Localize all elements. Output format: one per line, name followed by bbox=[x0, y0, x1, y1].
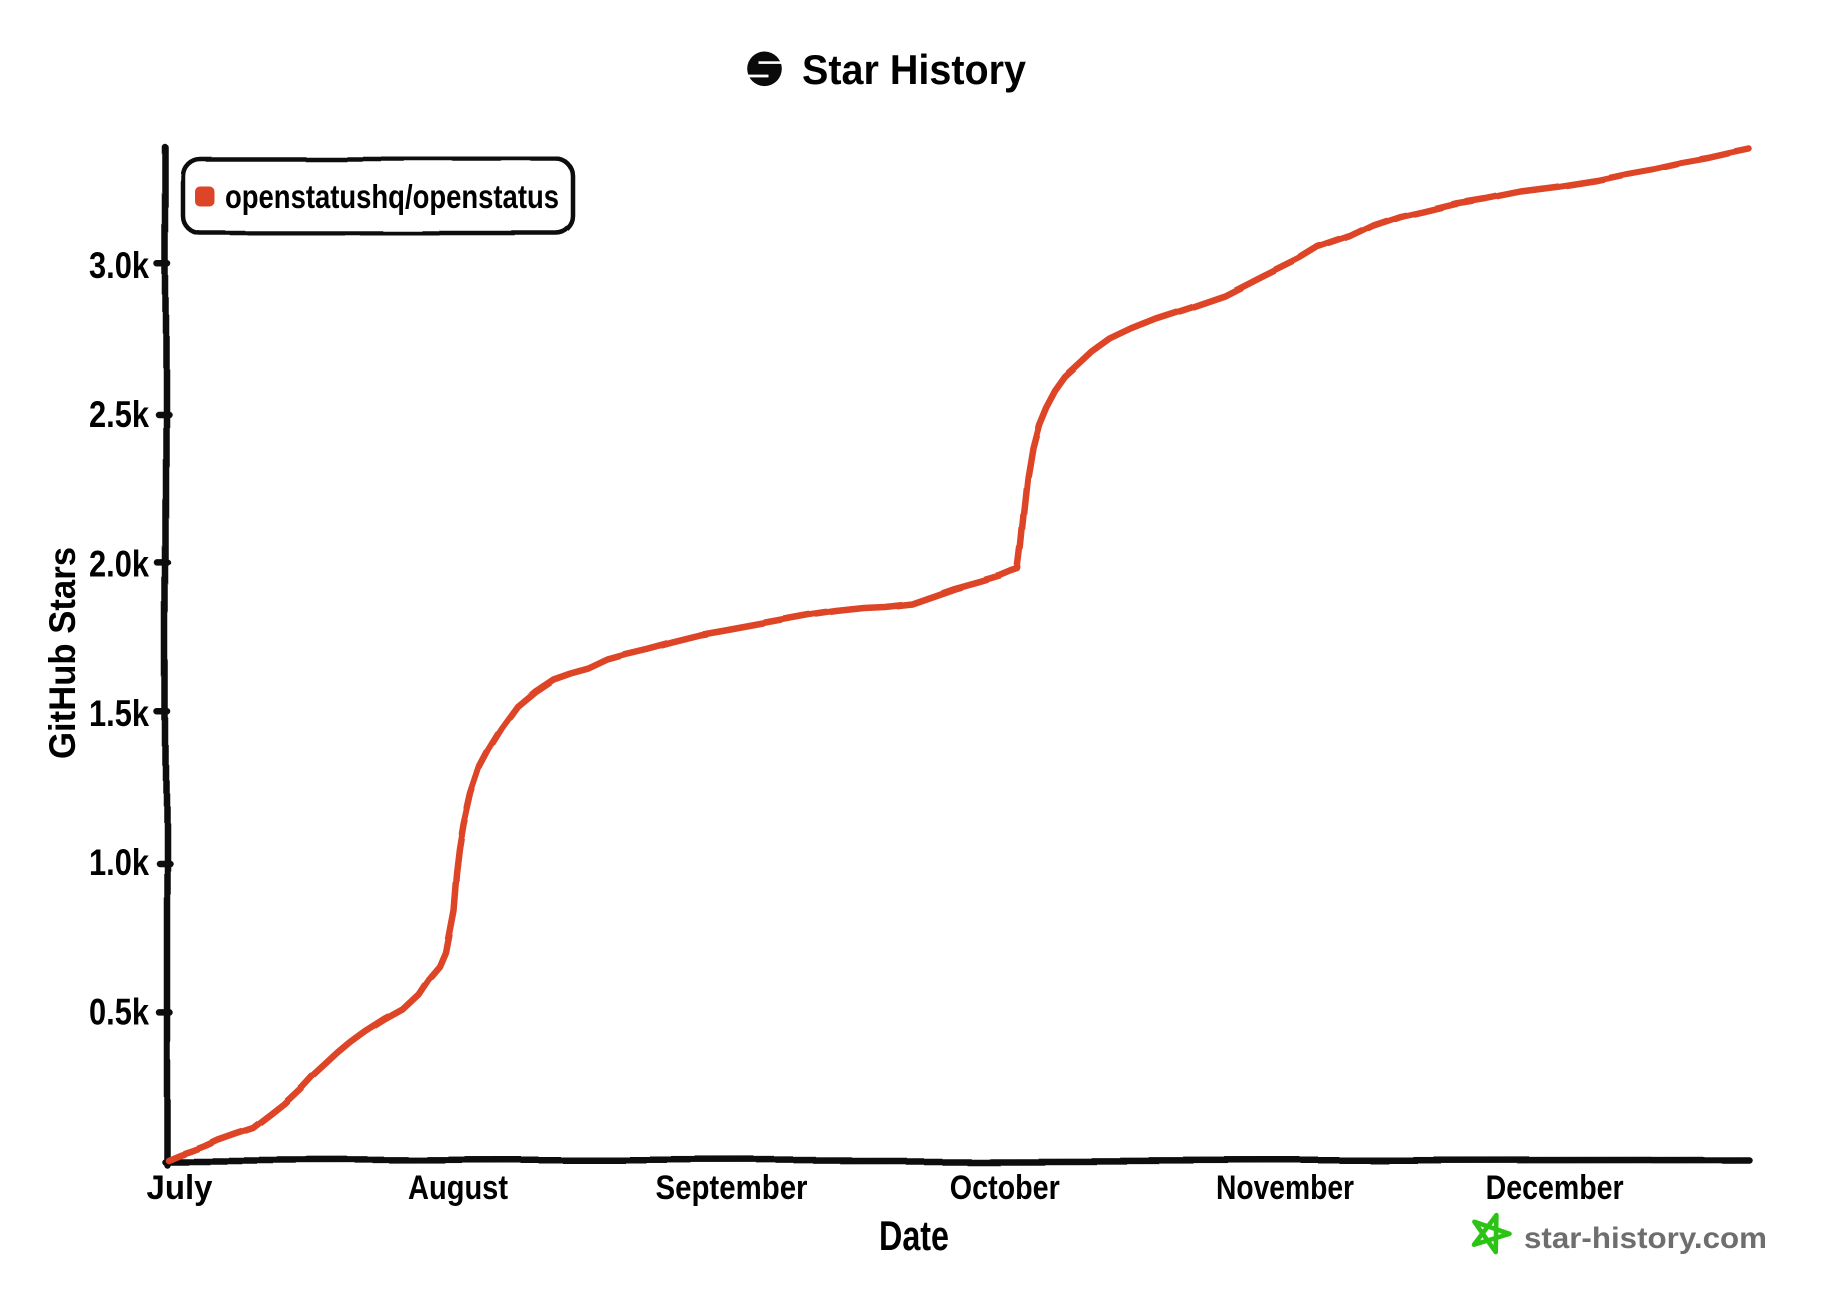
svg-text:July: July bbox=[147, 1169, 213, 1207]
svg-text:star-history.com: star-history.com bbox=[1524, 1222, 1767, 1255]
svg-text:September: September bbox=[656, 1169, 808, 1207]
svg-text:August: August bbox=[408, 1169, 508, 1207]
svg-text:0.5k: 0.5k bbox=[89, 992, 149, 1033]
svg-text:openstatushq/openstatus: openstatushq/openstatus bbox=[225, 178, 559, 215]
svg-text:GitHub Stars: GitHub Stars bbox=[42, 547, 83, 759]
svg-text:1.0k: 1.0k bbox=[89, 842, 149, 883]
svg-text:1.5k: 1.5k bbox=[89, 693, 149, 734]
svg-text:Star History: Star History bbox=[802, 46, 1027, 93]
svg-text:2.5k: 2.5k bbox=[89, 394, 149, 435]
svg-text:October: October bbox=[950, 1169, 1060, 1207]
svg-text:Date: Date bbox=[879, 1212, 949, 1259]
svg-text:November: November bbox=[1216, 1169, 1354, 1207]
svg-text:2.0k: 2.0k bbox=[89, 544, 149, 585]
svg-text:3.0k: 3.0k bbox=[89, 245, 149, 286]
svg-text:December: December bbox=[1486, 1169, 1624, 1207]
